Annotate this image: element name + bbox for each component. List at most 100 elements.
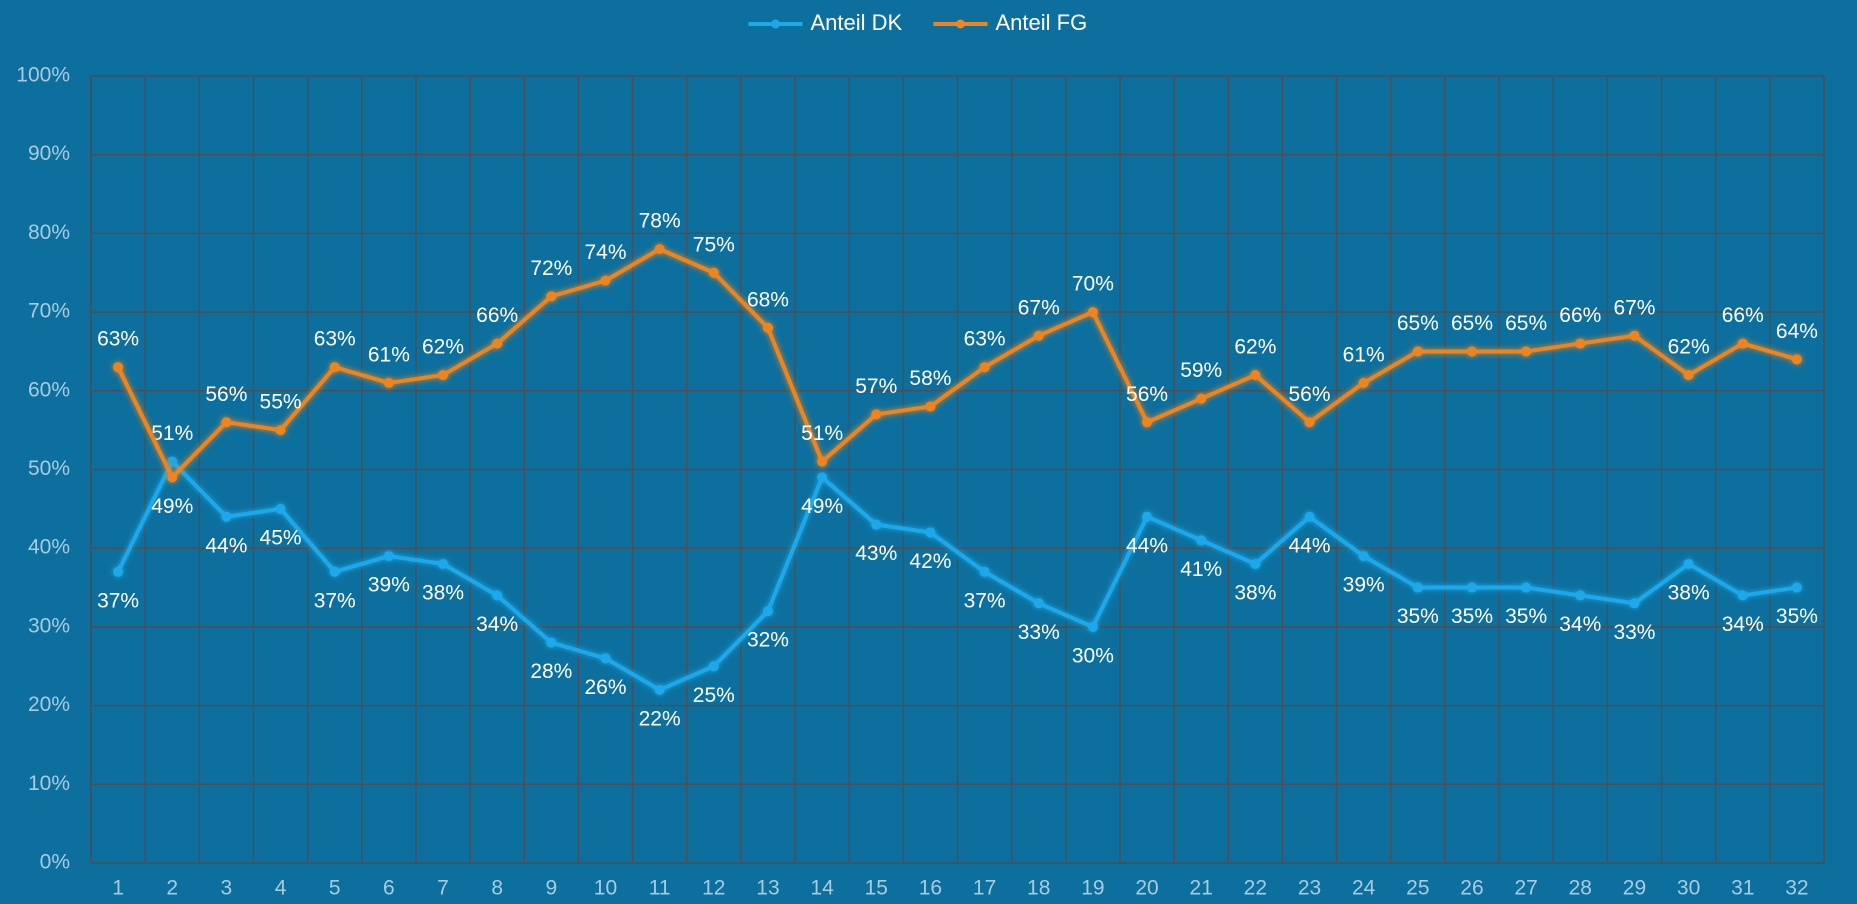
x-tick-label: 31: [1731, 877, 1754, 900]
data-label: 72%: [530, 257, 572, 280]
data-label: 35%: [1776, 605, 1818, 628]
data-label: 62%: [1234, 336, 1276, 359]
data-point: [762, 606, 773, 617]
data-point: [438, 370, 449, 381]
y-tick-label: 40%: [28, 536, 70, 559]
data-label: 63%: [314, 328, 356, 351]
x-tick-label: 22: [1244, 877, 1267, 900]
x-tick-label: 17: [973, 877, 996, 900]
data-point: [871, 409, 882, 420]
x-tick-label: 25: [1406, 877, 1429, 900]
data-label: 22%: [639, 707, 681, 730]
data-label: 65%: [1505, 312, 1547, 335]
x-tick-label: 14: [810, 877, 834, 900]
data-label: 68%: [747, 288, 789, 311]
data-label: 65%: [1397, 312, 1439, 335]
data-point: [383, 377, 394, 388]
data-point: [492, 590, 503, 601]
data-point: [329, 566, 340, 577]
data-point: [925, 527, 936, 538]
data-point: [1196, 535, 1207, 546]
data-point: [1304, 417, 1315, 428]
data-label: 34%: [1559, 613, 1601, 636]
x-tick-label: 20: [1135, 877, 1158, 900]
data-point: [546, 291, 557, 302]
data-label: 59%: [1180, 359, 1222, 382]
data-point: [1521, 582, 1532, 593]
data-label: 61%: [1343, 343, 1385, 366]
data-label: 67%: [1613, 296, 1655, 319]
data-point: [1791, 354, 1802, 365]
data-point: [167, 456, 178, 467]
data-label: 38%: [422, 581, 464, 604]
data-point: [1250, 558, 1261, 569]
data-label: 42%: [909, 550, 951, 573]
data-point: [654, 684, 665, 695]
data-point: [113, 362, 124, 373]
data-label: 51%: [151, 422, 193, 445]
x-tick-label: 23: [1298, 877, 1321, 900]
data-label: 33%: [1018, 621, 1060, 644]
x-tick-label: 7: [437, 877, 449, 900]
data-label: 55%: [260, 391, 302, 414]
data-point: [762, 322, 773, 333]
data-point: [1196, 393, 1207, 404]
data-label: 44%: [205, 534, 247, 557]
data-point: [221, 511, 232, 522]
data-point: [1629, 598, 1640, 609]
x-tick-label: 1: [112, 877, 124, 900]
data-label: 70%: [1072, 273, 1114, 296]
data-point: [1358, 377, 1369, 388]
data-label: 78%: [639, 210, 681, 233]
data-point: [1575, 338, 1586, 349]
data-point: [600, 275, 611, 286]
data-point: [1142, 417, 1153, 428]
x-tick-label: 11: [649, 877, 671, 900]
y-tick-label: 90%: [28, 142, 70, 165]
data-label: 41%: [1180, 558, 1222, 581]
y-tick-label: 0%: [40, 851, 70, 874]
data-label: 66%: [1722, 304, 1764, 327]
data-point: [817, 472, 828, 483]
y-tick-label: 10%: [28, 772, 70, 795]
x-tick-label: 13: [756, 877, 779, 900]
data-label: 61%: [368, 343, 410, 366]
legend-marker: [956, 19, 965, 29]
x-tick-label: 4: [275, 877, 287, 900]
data-point: [1466, 582, 1477, 593]
x-tick-label: 8: [491, 877, 503, 900]
y-tick-label: 70%: [28, 300, 70, 323]
data-point: [221, 417, 232, 428]
data-point: [275, 503, 286, 514]
data-label: 57%: [855, 375, 897, 398]
data-point: [1033, 598, 1044, 609]
data-label: 56%: [205, 383, 247, 406]
data-point: [654, 244, 665, 255]
data-label: 49%: [801, 495, 843, 518]
x-tick-label: 6: [383, 877, 395, 900]
data-label: 49%: [151, 495, 193, 518]
data-point: [925, 401, 936, 412]
data-point: [546, 637, 557, 648]
data-point: [438, 558, 449, 569]
data-point: [1358, 551, 1369, 562]
data-point: [871, 519, 882, 530]
data-label: 38%: [1668, 581, 1710, 604]
data-label: 56%: [1126, 383, 1168, 406]
data-label: 34%: [476, 613, 518, 636]
data-point: [1087, 621, 1098, 632]
x-tick-label: 19: [1081, 877, 1104, 900]
x-tick-label: 29: [1623, 877, 1646, 900]
y-tick-label: 100%: [16, 64, 70, 87]
x-tick-label: 18: [1027, 877, 1050, 900]
data-label: 38%: [1234, 581, 1276, 604]
x-tick-label: 24: [1352, 877, 1376, 900]
data-point: [1304, 511, 1315, 522]
y-tick-label: 50%: [28, 457, 70, 480]
data-point: [1087, 307, 1098, 318]
data-point: [1521, 346, 1532, 357]
x-tick-label: 21: [1190, 877, 1213, 900]
data-label: 67%: [1018, 296, 1060, 319]
data-label: 39%: [368, 574, 410, 597]
data-label: 58%: [909, 367, 951, 390]
